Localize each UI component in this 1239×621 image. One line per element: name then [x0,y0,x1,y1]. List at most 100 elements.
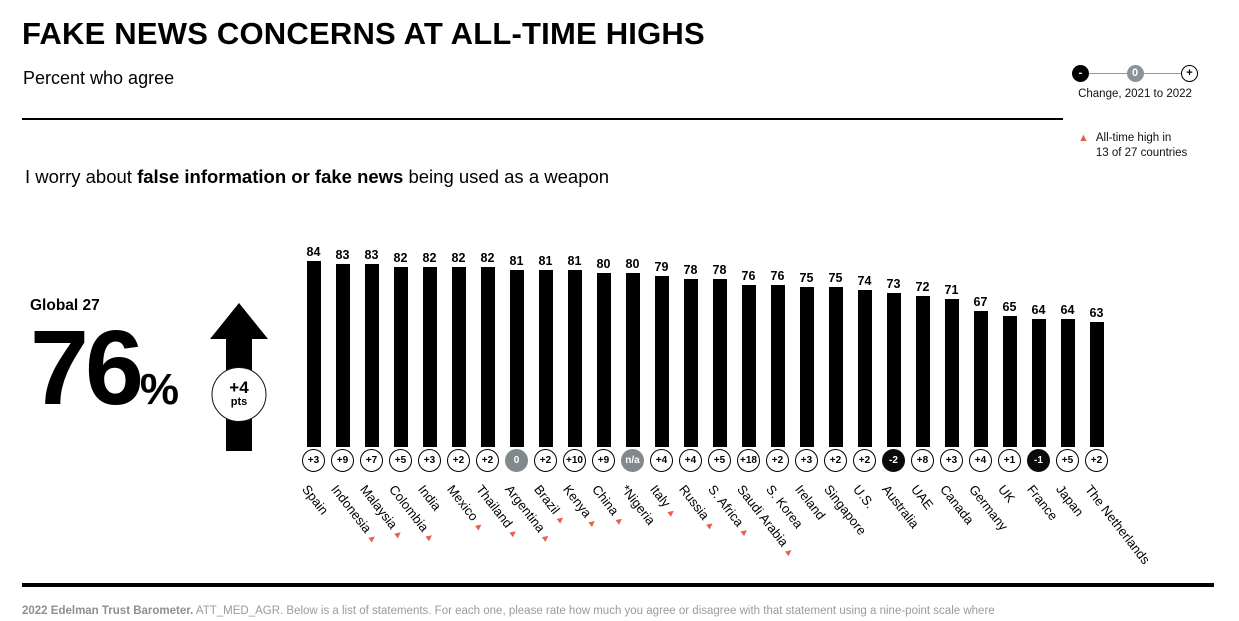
bar [886,293,901,447]
bar-column-argentina: 81 0 [502,254,531,472]
change-badge: +7 [360,449,383,472]
bar [451,267,466,447]
alltime-high-marker-icon: ▲ [584,515,600,531]
alltime-high-marker-icon: ▲ [702,518,718,533]
bar-column-malaysia: 83 +7 [357,247,386,472]
change-badge: +10 [563,449,586,472]
alltime-high-marker-icon: ▲ [781,544,797,560]
bar [509,270,524,447]
page-subtitle: Percent who agree [23,68,175,88]
bar-column-saudi-arabia: 76 +18 [734,269,763,472]
bar-value: 80 [625,256,640,271]
change-badge: +2 [447,449,470,472]
page-title: FAKE NEWS CONCERNS AT ALL-TIME HIGHS [22,16,705,51]
bar-column-nigeria: 80 n/a [618,256,647,472]
alltime-high-legend-text: All-time high in 13 of 27 countries [1096,131,1187,161]
alltime-high-marker-icon: ▲ [538,530,554,546]
bar-value: 82 [451,250,466,265]
alltime-high-marker-icon: ▲ [611,513,627,529]
change-badge: n/a [621,449,644,472]
change-badge: +4 [679,449,702,472]
bar-column-china: 80 +9 [589,257,618,472]
change-badge: +5 [1056,449,1079,472]
statement-prefix: I worry about [25,166,138,187]
bar [857,290,872,447]
bar-column-india: 82 +3 [415,251,444,472]
alltime-high-marker-icon: ▲ [421,530,437,545]
bar-value: 83 [335,247,350,262]
alltime-high-line2: 13 of 27 countries [1095,146,1188,159]
bar-column-france: 64 -1 [1024,302,1053,472]
bar-column-australia: 73 -2 [879,276,908,472]
bar-value: 84 [306,244,321,259]
change-badge: +9 [592,449,615,472]
bar [741,285,756,447]
change-zero-icon: 0 [1126,64,1144,82]
global-label: Global 27 [30,297,100,314]
bar-value: 71 [944,282,959,297]
change-negative-icon: - [1072,64,1089,82]
change-badge: +3 [302,449,325,472]
alltime-high-triangle-icon: ▲ [1078,132,1089,144]
change-badge: +5 [708,449,731,472]
bar [654,276,669,447]
bar-value: 64 [1060,302,1075,317]
bar-value: 64 [1031,302,1046,317]
bar [393,267,408,447]
bar-value: 67 [973,294,988,309]
bar-value: 73 [886,276,901,291]
bar-value: 76 [770,268,785,283]
footer-source: 2022 Edelman Trust Barometer. [22,605,194,617]
bar-chart: 84 +3 83 +9 83 +7 82 +5 82 +3 82 +2 82 +2 81 0 81 +2 81 +10… [299,238,1153,566]
alltime-high-marker-icon: ▲ [663,505,679,521]
global-value-row: 76% [30,315,290,421]
country-label: UAE [908,482,937,513]
bar [538,270,553,447]
bar [625,273,640,447]
bar-value: 81 [567,253,582,268]
bar-value: 81 [538,253,553,268]
bar-column-u-s: 74 +2 [850,273,879,472]
alltime-high-marker-icon: ▲ [736,524,752,540]
country-label: The Netherlands [1082,482,1154,567]
change-badge: +2 [1085,449,1108,472]
bar [480,267,495,447]
bar-column-germany: 67 +4 [966,294,995,472]
global-change-value: +4 [229,378,249,398]
bar-column-uae: 72 +8 [908,280,937,472]
footer-method: ATT_MED_AGR. Below is a list of statemen… [193,605,995,617]
country-label: UK [995,482,1019,506]
bar-column-canada: 71 +3 [937,282,966,472]
bar-column-spain: 84 +3 [299,244,328,472]
footer-note: 2022 Edelman Trust Barometer. ATT_MED_AG… [22,605,995,617]
bar [422,267,437,447]
country-label: Spain [299,482,332,518]
bar-column-singapore: 75 +2 [821,270,850,472]
statement-bold: false information or fake news [137,166,404,187]
bar-value: 82 [393,250,408,265]
change-badge: +3 [795,449,818,472]
change-legend: - 0 + Change, 2021 to 2022 [1072,64,1198,100]
change-positive-icon: + [1181,64,1198,82]
bar-value: 83 [364,247,379,262]
change-badge: +5 [389,449,412,472]
alltime-high-marker-icon: ▲ [390,527,406,542]
bar-column-colombia: 82 +5 [386,250,415,472]
bar-column-mexico: 82 +2 [444,250,473,472]
bar-value: 75 [828,270,843,285]
change-badge: +2 [824,449,847,472]
statement-suffix: being used as a weapon [403,166,610,187]
bar-chart-bars: 84 +3 83 +9 83 +7 82 +5 82 +3 82 +2 82 +2 81 0 81 +2 81 +10… [299,238,1119,472]
change-badge: +4 [650,449,673,472]
change-badge: +4 [969,449,992,472]
bar-column-russia: 78 +4 [676,263,705,472]
global-change-unit: pts [230,396,248,409]
bar [1031,319,1046,447]
title-divider [22,118,1063,120]
bar [683,279,698,447]
bar-value: 65 [1002,299,1017,314]
bar-value: 74 [857,273,872,288]
bar-column-italy: 79 +4 [647,260,676,472]
alltime-high-marker-icon: ▲ [553,512,568,528]
